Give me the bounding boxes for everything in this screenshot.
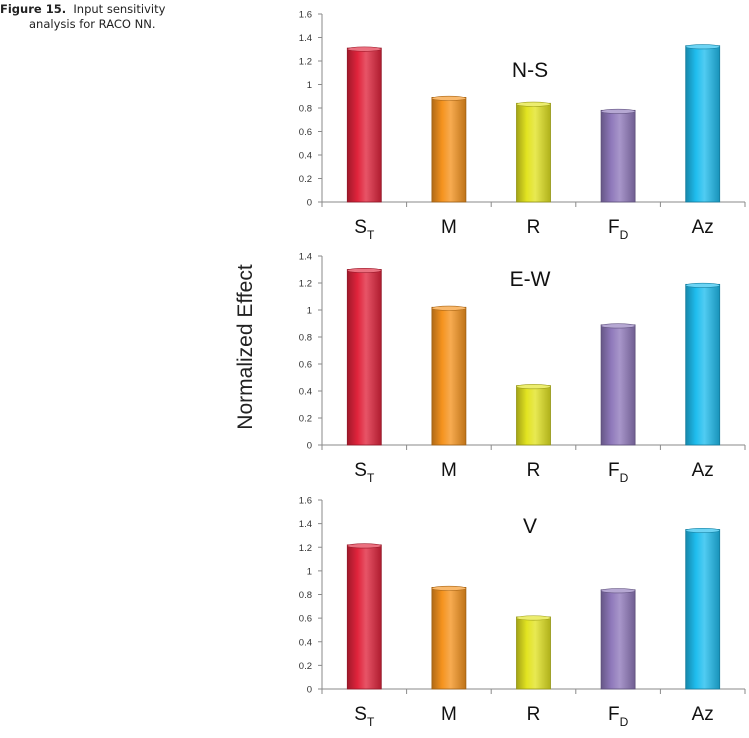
bar-m — [431, 97, 467, 203]
bar-cap-az — [685, 528, 721, 534]
bar-st — [346, 544, 382, 690]
x-category-label: ST — [354, 460, 375, 485]
bar-az — [685, 45, 721, 203]
caption-text-2: analysis for RACO NN. — [29, 17, 156, 31]
y-tick-label: 1.2 — [299, 57, 312, 68]
x-category-label: R — [527, 217, 541, 238]
bar-cap-fd — [600, 323, 636, 329]
bar-cap-r — [516, 384, 551, 390]
bar-m — [431, 306, 467, 446]
bar-fd — [600, 589, 636, 690]
bar-cap-m — [431, 585, 467, 591]
bar-r — [516, 385, 551, 446]
x-category-label: R — [527, 460, 541, 481]
y-tick-label: 0 — [307, 441, 312, 452]
x-category-label: R — [527, 704, 541, 725]
bar-st — [346, 47, 382, 203]
x-category-label: Az — [692, 217, 714, 238]
y-tick-label: 1.4 — [299, 252, 312, 263]
caption-text-1: Input sensitivity — [73, 2, 166, 16]
y-tick-label: 0.8 — [299, 333, 312, 344]
chart-panel-3: 0 0.2 0.4 0.6 0.8 1 1.2 1.4 1.6 ST M R FD Az V — [299, 496, 746, 729]
bar-cap-st — [346, 267, 382, 273]
bar-cap-m — [431, 95, 467, 101]
bar-cap-az — [685, 282, 721, 288]
chart-panel-2: 0 0.2 0.4 0.6 0.8 1 1.2 1.4 ST M R FD Az E-W — [299, 252, 746, 485]
y-tick-label: 0.6 — [299, 360, 312, 371]
bar-fd — [600, 324, 636, 446]
bar-st — [346, 269, 382, 446]
y-tick-label: 0.8 — [299, 104, 312, 115]
x-category-label: M — [441, 460, 457, 481]
bar-cap-r — [516, 101, 551, 107]
bar-fd — [600, 109, 636, 203]
x-category-label: ST — [354, 704, 375, 729]
y-tick-label: 1 — [307, 306, 312, 317]
bar-r — [516, 102, 551, 203]
y-tick-label: 0.6 — [299, 127, 312, 138]
y-tick-label: 1 — [307, 566, 312, 577]
bar-cap-st — [346, 46, 382, 52]
y-tick-label: 1.6 — [299, 10, 312, 21]
y-tick-label: 0.2 — [299, 414, 312, 425]
y-tick-label: 0.4 — [299, 387, 312, 398]
x-category-label: FD — [608, 217, 629, 242]
y-tick-label: 0.2 — [299, 174, 312, 185]
x-category-label: ST — [354, 217, 375, 242]
y-tick-label: 1.6 — [299, 496, 312, 507]
bar-r — [516, 616, 551, 690]
figure-label: Figure 15. — [0, 2, 67, 16]
y-tick-label: 1.2 — [299, 279, 312, 290]
figure-caption: Figure 15. Input sensitivity analysis fo… — [0, 2, 215, 32]
x-category-label: M — [441, 217, 457, 238]
y-tick-label: 1 — [307, 80, 312, 91]
bar-cap-st — [346, 543, 382, 549]
y-tick-label: 0 — [307, 198, 312, 209]
x-category-label: FD — [608, 704, 629, 729]
y-tick-label: 0.2 — [299, 661, 312, 672]
bar-m — [431, 587, 467, 690]
bar-cap-r — [516, 615, 551, 621]
y-tick-label: 1.2 — [299, 543, 312, 554]
panel-title: V — [523, 515, 537, 538]
bar-cap-fd — [600, 588, 636, 594]
x-category-label: Az — [692, 704, 714, 725]
bar-cap-m — [431, 305, 467, 311]
chart-panel-1: 0 0.2 0.4 0.6 0.8 1 1.2 1.4 1.6 ST M R FD Az N-S — [299, 10, 746, 242]
x-category-label: Az — [692, 460, 714, 481]
y-tick-label: 1.4 — [299, 519, 312, 530]
bar-cap-fd — [600, 108, 636, 114]
panel-title: E-W — [510, 268, 551, 291]
y-tick-label: 0.8 — [299, 590, 312, 601]
bar-cap-az — [685, 44, 721, 50]
x-category-label: FD — [608, 460, 629, 485]
y-tick-label: 1.4 — [299, 33, 312, 44]
y-tick-label: 0 — [307, 685, 312, 696]
y-tick-label: 0.4 — [299, 637, 312, 648]
y-tick-label: 0.6 — [299, 614, 312, 625]
bar-az — [685, 283, 721, 446]
panel-title: N-S — [512, 59, 548, 82]
y-tick-label: 0.4 — [299, 151, 312, 162]
bar-az — [685, 529, 721, 690]
x-category-label: M — [441, 704, 457, 725]
